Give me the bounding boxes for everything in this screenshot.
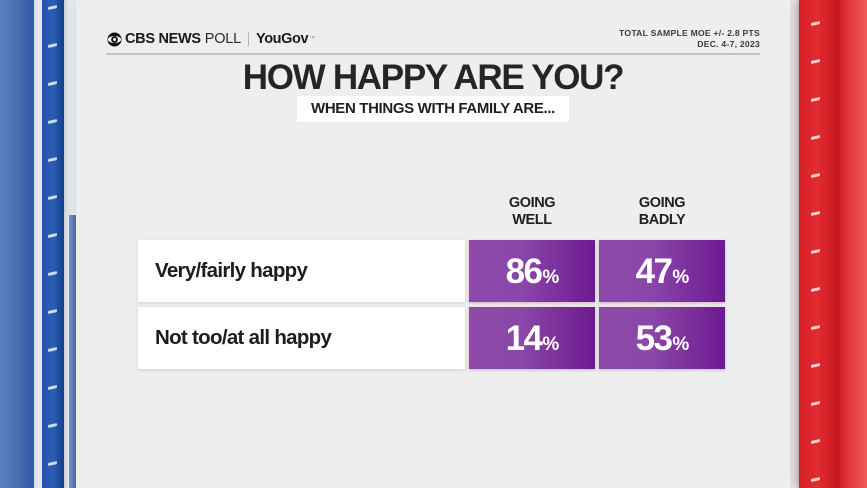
rail-tick xyxy=(811,135,820,140)
percent-sign: % xyxy=(672,333,689,355)
rail-tick xyxy=(48,423,57,428)
subtitle-container: WHEN THINGS WITH FAMILY ARE... xyxy=(76,96,790,122)
value-number: 53 xyxy=(635,318,673,358)
rail-tick xyxy=(48,195,57,200)
trademark-mark: ™ xyxy=(309,36,316,42)
value-number: 47 xyxy=(635,251,673,291)
rail-tick xyxy=(811,363,820,368)
row-label: Very/fairly happy xyxy=(138,240,465,302)
brand-network: CBS NEWS xyxy=(125,31,201,47)
header-divider xyxy=(106,53,760,55)
value-display: 47% xyxy=(635,251,690,291)
margin-of-error: TOTAL SAMPLE MOE +/- 2.8 PTS xyxy=(619,28,760,38)
rail-tick xyxy=(48,43,57,48)
column-header-line: BADLY xyxy=(638,211,686,228)
subtitle: WHEN THINGS WITH FAMILY ARE... xyxy=(297,96,569,122)
rail-tick xyxy=(48,309,57,314)
value-number: 14 xyxy=(505,318,543,358)
percent-sign: % xyxy=(672,266,689,288)
rail-tick xyxy=(811,439,820,444)
percent-sign: % xyxy=(542,333,559,355)
field-dates: DEC. 4-7, 2023 xyxy=(697,39,760,50)
rail-tick xyxy=(48,385,57,390)
value-number: 86 xyxy=(505,251,543,291)
column-header-going-badly: GOING BADLY xyxy=(599,195,725,228)
column-header-line: WELL xyxy=(512,211,552,228)
value-cell: 53% xyxy=(599,307,725,369)
value-display: 86% xyxy=(505,251,560,291)
left-rail-edge xyxy=(64,0,69,488)
right-rail-outer xyxy=(839,0,867,488)
rail-tick xyxy=(811,59,820,64)
rail-tick xyxy=(811,249,820,254)
rail-tick xyxy=(48,81,57,86)
rail-tick xyxy=(48,271,57,276)
value-cell: 86% xyxy=(469,240,595,302)
column-headers: GOING WELL GOING BADLY xyxy=(138,195,733,240)
rail-tick xyxy=(811,21,820,26)
left-rail-ticks xyxy=(48,0,62,488)
value-cell: 14% xyxy=(469,307,595,369)
right-rail-ticks xyxy=(811,0,825,488)
row-label: Not too/at all happy xyxy=(138,307,465,369)
left-rail-gap xyxy=(34,0,42,488)
rail-tick xyxy=(48,119,57,124)
results-table: GOING WELL GOING BADLY Very/fairly happy… xyxy=(138,195,733,374)
rail-tick xyxy=(48,233,57,238)
column-header-line: GOING xyxy=(638,195,686,211)
rail-tick xyxy=(811,477,820,482)
left-rail-accent xyxy=(69,215,76,488)
brand-separator xyxy=(248,32,250,46)
content-panel: CBS NEWS POLL YouGov ™ TOTAL SAMPLE MOE … xyxy=(76,0,790,488)
rail-tick xyxy=(811,401,820,406)
rail-tick xyxy=(811,325,820,330)
value-display: 14% xyxy=(505,318,560,358)
brand-product: POLL xyxy=(204,31,242,47)
percent-sign: % xyxy=(542,266,559,288)
left-rail-outer xyxy=(0,0,34,488)
brand-bar: CBS NEWS POLL YouGov ™ xyxy=(107,29,315,49)
column-header-going-well: GOING WELL xyxy=(469,195,595,228)
rail-tick xyxy=(48,347,57,352)
table-row: Not too/at all happy 14% 53% xyxy=(138,307,733,369)
rail-tick xyxy=(811,173,820,178)
table-row: Very/fairly happy 86% 47% xyxy=(138,240,733,302)
poll-metadata: TOTAL SAMPLE MOE +/- 2.8 PTS DEC. 4-7, 2… xyxy=(619,28,760,51)
cbs-eye-icon xyxy=(107,31,122,47)
page-title: HOW HAPPY ARE YOU? xyxy=(242,58,625,97)
right-rail-main xyxy=(799,0,839,488)
rail-tick xyxy=(811,287,820,292)
left-rail-main xyxy=(42,0,64,488)
brand-partner: YouGov xyxy=(256,31,309,47)
rail-tick xyxy=(48,461,57,466)
rail-tick xyxy=(811,211,820,216)
rail-tick xyxy=(811,97,820,102)
rail-tick xyxy=(48,5,57,10)
rail-tick xyxy=(48,157,57,162)
value-display: 53% xyxy=(635,318,690,358)
value-cell: 47% xyxy=(599,240,725,302)
column-header-line: GOING xyxy=(508,195,556,211)
